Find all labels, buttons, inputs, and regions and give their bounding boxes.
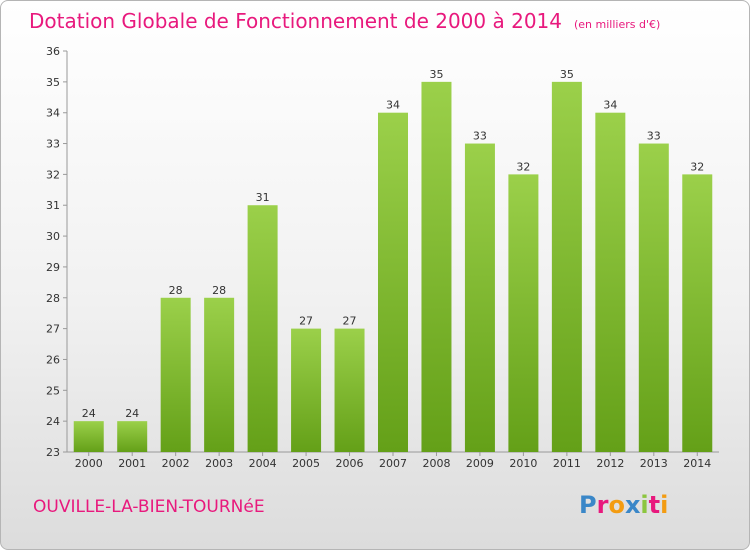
bar [464,143,495,453]
logo-letter: P [579,491,597,519]
bar [551,81,582,452]
bar-value-label: 35 [560,68,574,81]
x-tick-label: 2004 [249,457,277,470]
x-tick-label: 2011 [553,457,581,470]
x-tick-label: 2002 [162,457,190,470]
bar-value-label: 27 [343,315,357,328]
bar [595,112,626,452]
bar-value-label: 32 [690,160,704,173]
logo-letter: i [660,491,669,519]
bar-value-label: 27 [299,315,313,328]
bar-value-label: 28 [212,284,226,297]
bar-value-label: 34 [386,99,400,112]
bar [638,143,669,453]
x-tick-label: 2003 [205,457,233,470]
y-tick-label: 29 [46,261,60,274]
y-tick-label: 33 [46,138,60,151]
y-tick-label: 26 [46,353,60,366]
bar [247,205,278,452]
y-tick-label: 35 [46,76,60,89]
logo-letter: i [640,491,649,519]
bar-value-label: 31 [256,191,270,204]
chart-subtitle: (en milliers d'€) [574,18,661,31]
bar [421,81,452,452]
y-tick-label: 32 [46,168,60,181]
x-tick-label: 2007 [379,457,407,470]
bar [291,328,322,452]
x-tick-label: 2001 [118,457,146,470]
logo-letter: x [624,491,641,519]
bar-value-label: 35 [429,68,443,81]
x-tick-label: 2010 [509,457,537,470]
x-tick-label: 2012 [596,457,624,470]
y-tick-label: 31 [46,199,60,212]
bar [682,174,713,452]
bar [117,421,148,452]
bar [73,421,104,452]
bar-value-label: 33 [473,130,487,143]
logo-letter: t [648,491,661,519]
x-tick-label: 2014 [683,457,711,470]
y-tick-label: 34 [46,107,60,120]
town-name: OUVILLE-LA-BIEN-TOURNéE [33,497,265,517]
x-tick-label: 2008 [422,457,450,470]
bars: 24 24 28 28 31 27 27 34 35 33 32 35 34 33 32 [73,68,713,453]
chart-title: Dotation Globale de Fonctionnement de 20… [29,9,660,33]
y-tick-label: 24 [46,415,60,428]
bar [378,112,408,452]
proxiti-logo[interactable]: Proxiti [579,491,668,519]
y-tick-label: 28 [46,292,60,305]
bar-value-label: 34 [603,99,617,112]
y-tick-label: 36 [46,45,60,58]
logo-letter: o [608,491,625,519]
bar [508,174,539,452]
bar-value-label: 32 [516,160,530,173]
logo-letter: r [596,491,609,519]
axes: 23 24 25 26 27 28 29 30 31 32 33 34 35 36 2000 2001 2002… [46,45,719,470]
bar [334,328,365,452]
y-tick-label: 27 [46,323,60,336]
x-tick-label: 2009 [466,457,494,470]
title-text: Dotation Globale de Fonctionnement de 20… [29,9,562,33]
x-tick-label: 2006 [336,457,364,470]
y-tick-label: 23 [46,446,60,459]
x-tick-label: 2005 [292,457,320,470]
y-tick-label: 25 [46,384,60,397]
bar [204,297,235,452]
x-tick-label: 2013 [640,457,668,470]
bar [160,297,191,452]
bar-value-label: 28 [169,284,183,297]
y-tick-label: 30 [46,230,60,243]
bar-value-label: 24 [125,407,139,420]
bar-value-label: 24 [82,407,96,420]
x-tick-label: 2000 [75,457,103,470]
bar-value-label: 33 [647,130,661,143]
